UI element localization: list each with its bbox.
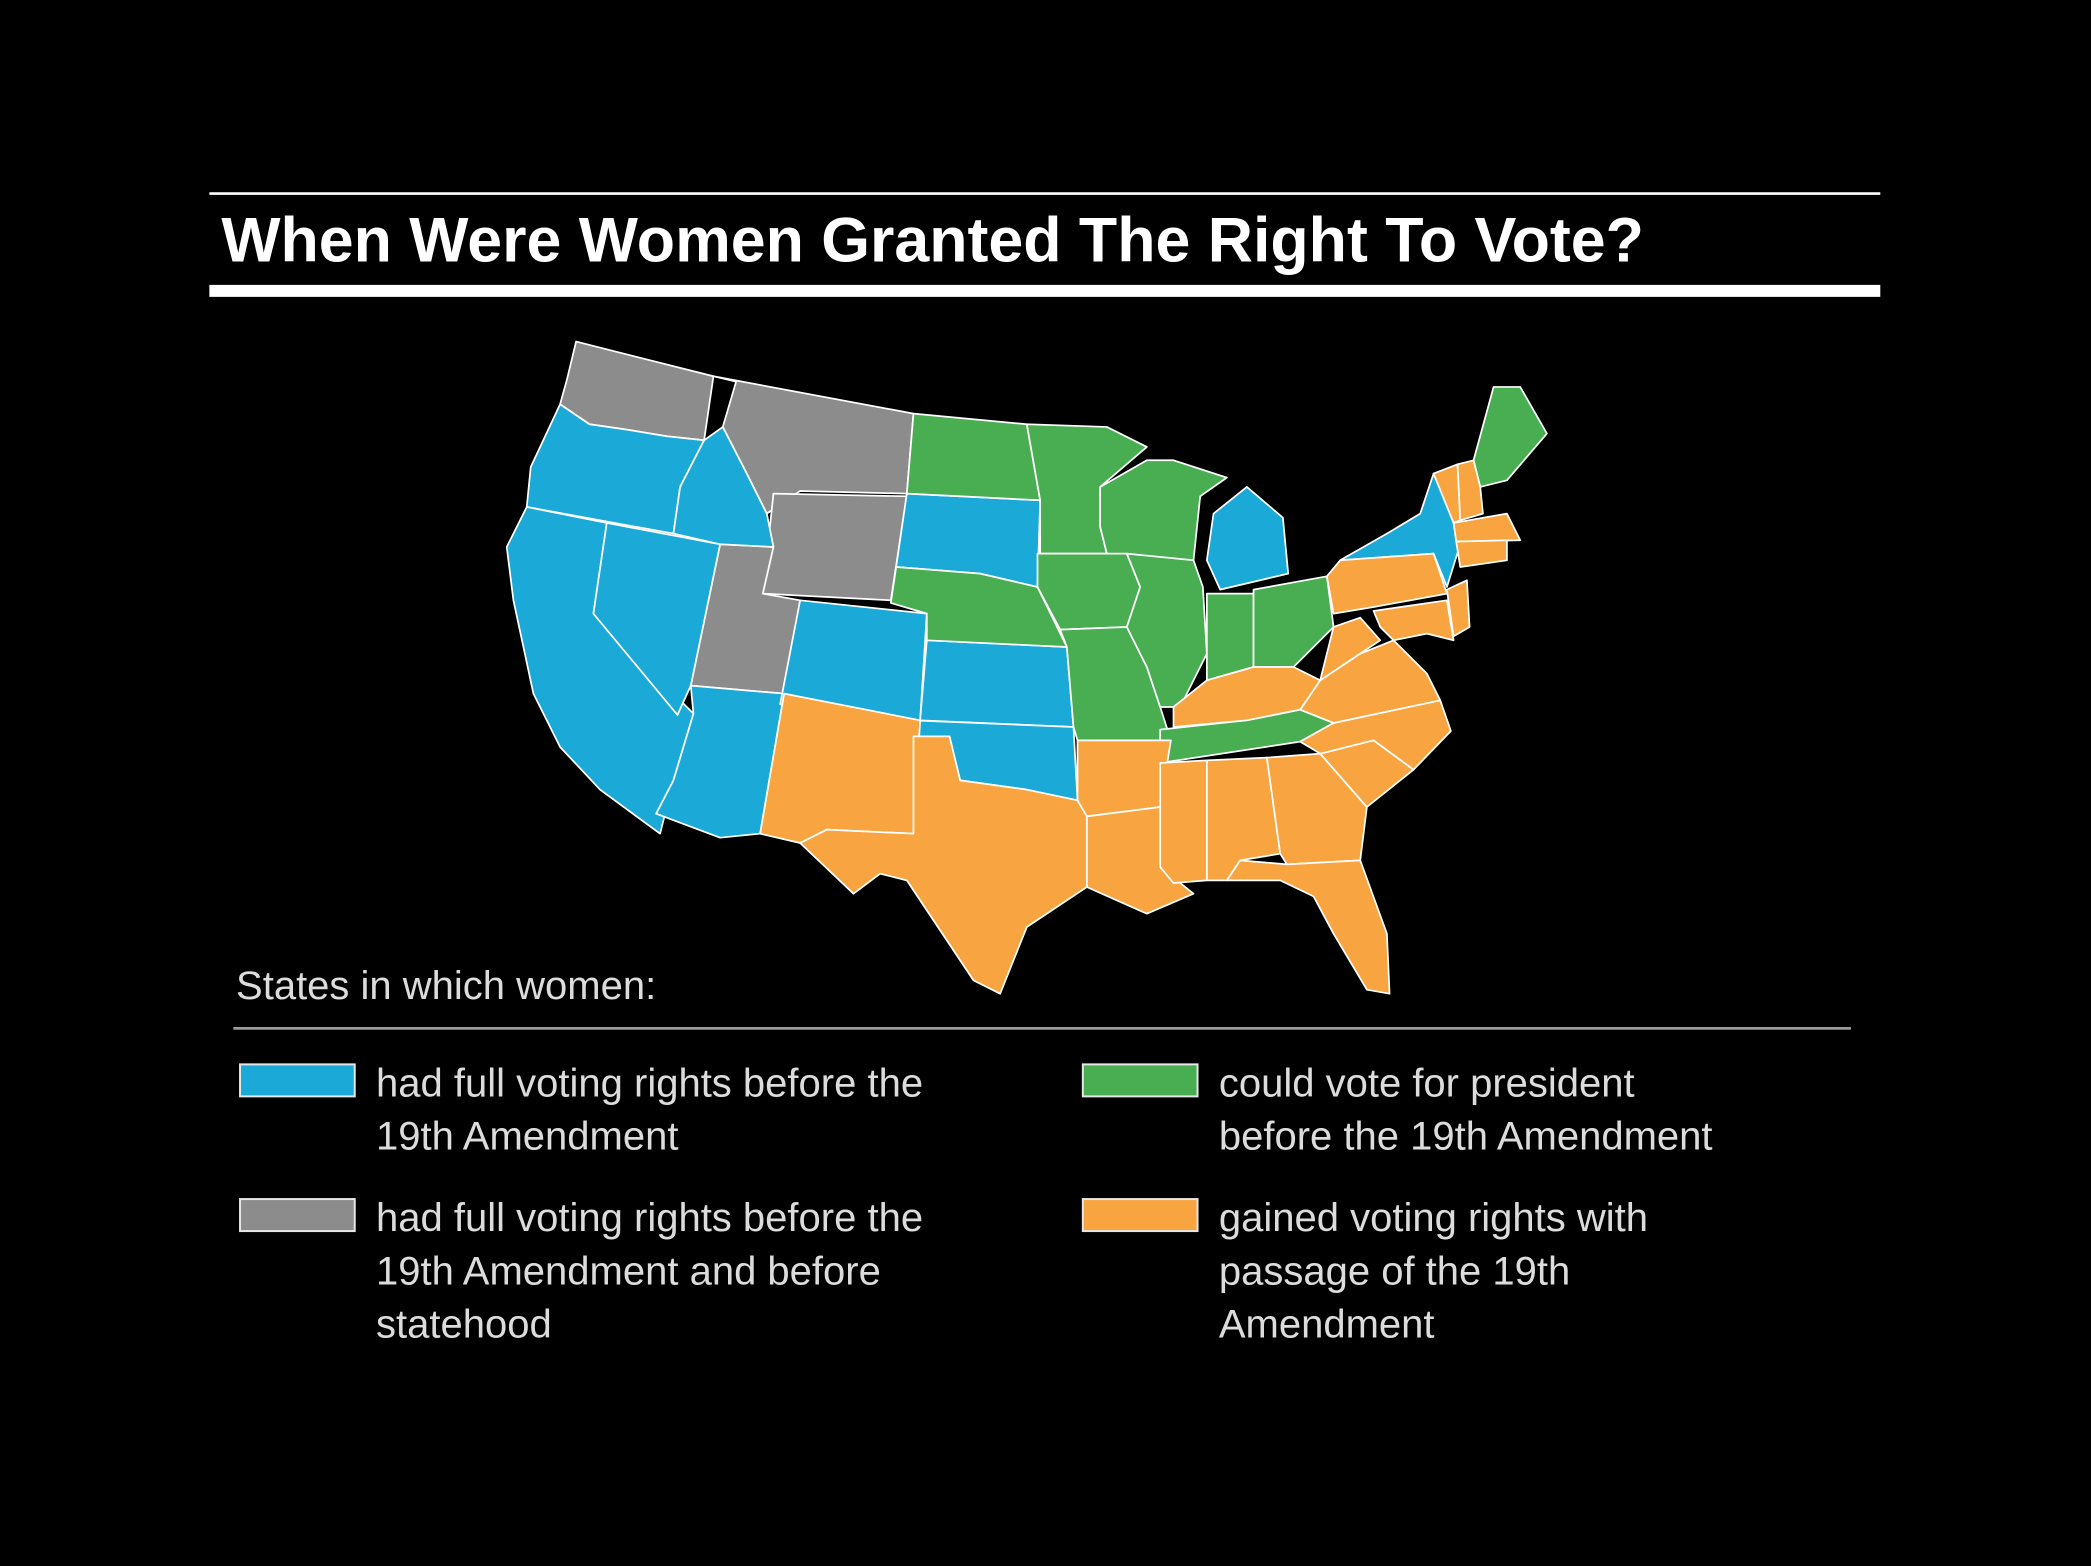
legend-label: could vote for president bbox=[1219, 1061, 1635, 1105]
us-map bbox=[505, 340, 1548, 995]
legend-label: had full voting rights before the bbox=[376, 1196, 923, 1240]
title: When Were Women Granted The Right To Vot… bbox=[221, 206, 1644, 276]
legend-label: gained voting rights with bbox=[1219, 1196, 1648, 1240]
legend-heading: States in which women: bbox=[236, 964, 656, 1008]
legend-label: Amendment bbox=[1219, 1303, 1435, 1347]
legend-label: passage of the 19th bbox=[1219, 1249, 1570, 1293]
state bbox=[672, 426, 775, 548]
state bbox=[592, 522, 721, 716]
state bbox=[889, 566, 1068, 648]
state bbox=[1172, 666, 1322, 728]
state bbox=[919, 639, 1075, 728]
state bbox=[1446, 579, 1471, 638]
legend-label: had full voting rights before the bbox=[376, 1061, 923, 1105]
state bbox=[1319, 616, 1382, 682]
state bbox=[1456, 459, 1484, 522]
legend-swatch bbox=[239, 1063, 356, 1098]
state bbox=[799, 735, 1088, 995]
legend-label: statehood bbox=[376, 1303, 552, 1347]
legend-label: 19th Amendment bbox=[376, 1115, 678, 1159]
state bbox=[1452, 512, 1522, 543]
state bbox=[1076, 739, 1172, 818]
legend: had full voting rights before the 19th Am… bbox=[239, 1061, 1713, 1347]
state bbox=[1372, 599, 1455, 642]
state bbox=[1205, 486, 1290, 591]
state bbox=[1125, 552, 1208, 708]
state bbox=[1455, 539, 1508, 568]
state bbox=[905, 412, 1042, 502]
state bbox=[1252, 575, 1335, 668]
state bbox=[759, 692, 922, 844]
state bbox=[761, 492, 908, 602]
state bbox=[1205, 592, 1255, 682]
legend-swatch bbox=[1081, 1198, 1199, 1233]
state bbox=[1225, 859, 1391, 995]
state bbox=[1159, 759, 1208, 884]
legend-label: 19th Amendment and before bbox=[376, 1249, 881, 1293]
legend-swatch bbox=[239, 1198, 356, 1233]
legend-label: before the 19th Amendment bbox=[1219, 1115, 1713, 1159]
legend-swatch bbox=[1081, 1063, 1199, 1098]
